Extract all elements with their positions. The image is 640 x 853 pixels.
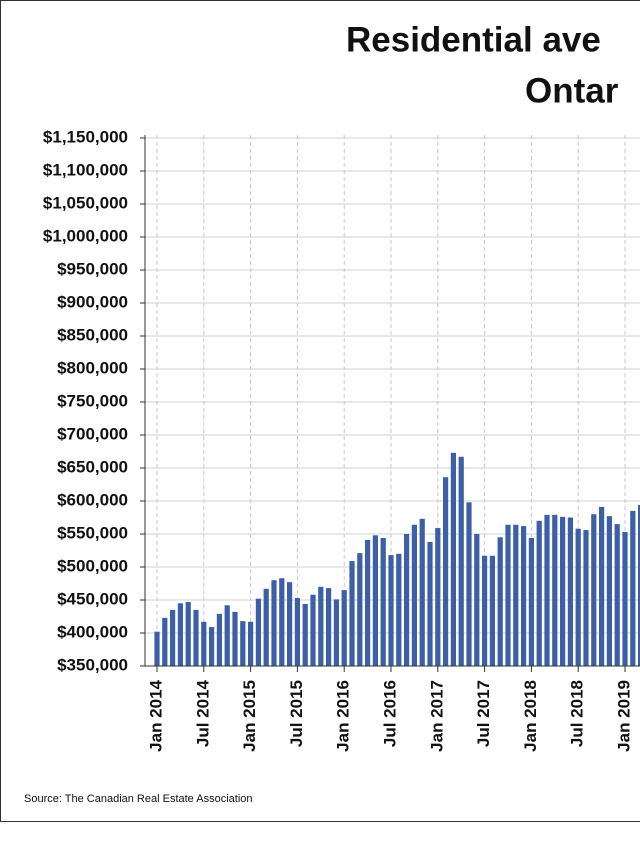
x-tick-label: Jul 2018	[568, 680, 587, 747]
chart-title: Residential ave	[346, 20, 601, 59]
y-tick-label: $550,000	[57, 523, 128, 542]
bar	[411, 524, 417, 666]
bar	[583, 530, 589, 666]
y-tick-label: $600,000	[57, 490, 128, 509]
bar	[154, 631, 160, 666]
bar	[201, 621, 207, 666]
bar	[287, 582, 293, 666]
bar	[177, 603, 183, 666]
bar	[162, 617, 168, 666]
bar	[248, 621, 254, 666]
x-tick-label: Jan 2019	[614, 680, 633, 752]
y-tick-label: $500,000	[57, 556, 128, 575]
x-tick-label: Jan 2015	[240, 680, 259, 752]
bar	[365, 539, 371, 666]
y-tick-label: $400,000	[57, 622, 128, 641]
bar	[333, 599, 339, 666]
bar	[482, 555, 488, 666]
y-tick-label: $900,000	[57, 292, 128, 311]
bar	[255, 598, 261, 666]
y-tick-label: $800,000	[57, 358, 128, 377]
x-tick-label: Jan 2017	[427, 680, 446, 752]
bar	[326, 588, 332, 666]
bar	[388, 555, 394, 666]
bar	[560, 516, 566, 666]
x-tick-label: Jul 2016	[380, 680, 399, 747]
y-tick-label: $1,050,000	[43, 193, 128, 212]
chart-title: Ontar	[525, 71, 619, 110]
bar	[193, 609, 199, 666]
bar	[435, 528, 441, 666]
bar	[458, 456, 464, 666]
source-note: Source: The Canadian Real Estate Associa…	[24, 793, 253, 805]
bar	[396, 553, 402, 666]
bar	[466, 502, 472, 666]
bar	[450, 452, 456, 666]
bar	[209, 627, 215, 666]
bar	[427, 541, 433, 666]
bar	[232, 611, 238, 666]
bar	[513, 524, 519, 666]
x-tick-label: Jan 2018	[521, 680, 540, 752]
bar	[170, 609, 176, 666]
bar	[302, 603, 308, 666]
x-tick-label: Jan 2014	[146, 679, 165, 751]
bar	[567, 517, 573, 666]
bar	[505, 524, 511, 666]
x-tick-label: Jul 2017	[474, 680, 493, 747]
bar	[521, 526, 527, 666]
bar	[185, 601, 191, 666]
y-tick-label: $350,000	[57, 655, 128, 674]
y-tick-label: $450,000	[57, 589, 128, 608]
y-tick-label: $1,000,000	[43, 226, 128, 245]
bar	[606, 516, 612, 666]
bar	[489, 555, 495, 666]
bar	[630, 510, 636, 666]
bar	[474, 534, 480, 666]
bar	[271, 580, 277, 666]
x-tick-label: Jul 2014	[193, 679, 212, 747]
bar	[279, 578, 285, 666]
x-tick-label: Jan 2016	[334, 680, 353, 752]
y-tick-label: $700,000	[57, 424, 128, 443]
bar	[224, 605, 230, 666]
bar	[240, 621, 246, 666]
bar	[216, 613, 222, 666]
bar	[552, 514, 558, 666]
bar	[497, 537, 503, 666]
bar	[599, 506, 605, 666]
bar	[544, 514, 550, 666]
frame	[0, 0, 640, 822]
bar	[638, 504, 640, 666]
y-tick-label: $950,000	[57, 259, 128, 278]
bar	[614, 524, 620, 666]
bar	[536, 520, 542, 666]
y-tick-label: $1,150,000	[43, 127, 128, 146]
bar	[263, 588, 269, 666]
bar	[380, 537, 386, 666]
bar	[528, 537, 534, 666]
bar	[357, 553, 363, 666]
bar	[372, 535, 378, 666]
bar	[294, 598, 300, 666]
bar	[443, 477, 449, 666]
bar	[341, 590, 347, 666]
bar	[404, 534, 410, 666]
x-tick-label: Jul 2015	[287, 680, 306, 747]
y-tick-label: $1,100,000	[43, 160, 128, 179]
bar	[310, 594, 316, 666]
bar	[419, 518, 425, 666]
bar	[318, 586, 324, 666]
bar	[575, 528, 581, 666]
y-tick-label: $750,000	[57, 391, 128, 410]
bar	[591, 514, 597, 666]
bar	[622, 532, 628, 666]
bar	[349, 561, 355, 666]
y-tick-label: $850,000	[57, 325, 128, 344]
y-tick-label: $650,000	[57, 457, 128, 476]
